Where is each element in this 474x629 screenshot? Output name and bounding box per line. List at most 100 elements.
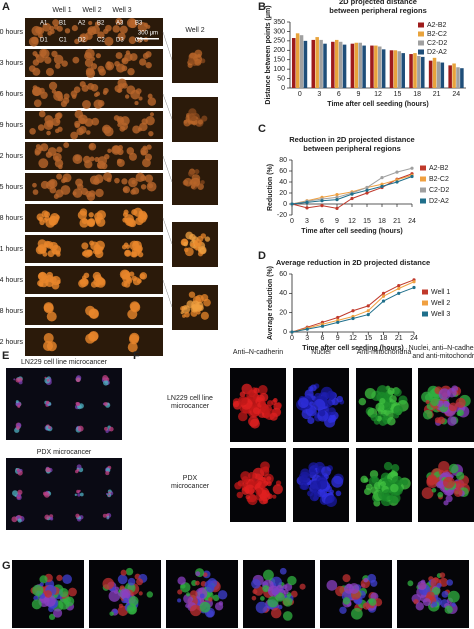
micrograph-cell (55, 63, 61, 69)
point (290, 330, 294, 334)
micrograph-cell (425, 399, 430, 405)
micrograph-cell (443, 500, 449, 506)
micrograph-cell (17, 405, 21, 408)
bar (331, 41, 335, 88)
micrograph (230, 448, 286, 522)
micrograph-cell (380, 481, 387, 487)
point (397, 284, 401, 288)
micrograph-cell (41, 275, 49, 284)
micrograph-cell (146, 181, 157, 192)
micrograph-cell (42, 22, 52, 32)
micrograph-cell (123, 209, 129, 215)
legend-label: A2-B2 (427, 22, 447, 29)
point (380, 176, 384, 180)
micrograph-cell (234, 481, 242, 490)
micrograph-cell (267, 400, 274, 407)
micrograph-cell (260, 596, 265, 601)
legend-swatch (420, 176, 426, 182)
micrograph-cell (104, 426, 108, 431)
micrograph-cell (188, 58, 195, 64)
micrograph-cell (46, 120, 54, 128)
micrograph-cell (79, 492, 84, 497)
micrograph-cell (373, 482, 382, 490)
y-axis-label: Average reduction (%) (267, 266, 274, 340)
legend-swatch (418, 40, 424, 46)
micrograph-cell (253, 387, 260, 394)
micrograph-cell (402, 479, 409, 486)
micrograph-cell (390, 483, 399, 493)
bar (295, 33, 300, 88)
micrograph-cell (260, 400, 266, 407)
micrograph-cell (88, 20, 93, 26)
micrograph-cell (439, 572, 446, 578)
micrograph-cell (123, 281, 131, 288)
micrograph-cell (298, 397, 309, 409)
micrograph (74, 489, 84, 497)
micrograph-cell (375, 402, 385, 412)
micrograph-cell (103, 126, 108, 131)
bar (378, 46, 382, 88)
micrograph (42, 490, 52, 498)
micrograph-cell (273, 398, 278, 403)
micrograph-cell (128, 596, 139, 606)
micrograph-cell (199, 601, 211, 613)
micrograph-cell (85, 67, 95, 76)
micrograph (102, 513, 112, 520)
micrograph-cell (72, 154, 83, 164)
micrograph-cell (437, 416, 446, 425)
bar (354, 42, 359, 88)
micrograph-cell (72, 56, 80, 64)
point (395, 180, 399, 184)
micrograph-cell (45, 467, 51, 473)
x-tick-label: 15 (394, 91, 402, 98)
y-tick-label: -20 (277, 212, 287, 219)
micrograph-cell (207, 578, 218, 588)
micrograph-cell (16, 468, 20, 472)
micrograph-cell (45, 67, 54, 76)
micrograph-cell (13, 378, 16, 381)
micrograph-cell (103, 87, 109, 94)
micrograph-cell (145, 61, 152, 69)
micrograph-cell (426, 591, 435, 600)
micrograph-cell (54, 128, 60, 134)
micrograph-cell (85, 130, 91, 135)
micrograph-cell (130, 251, 137, 258)
micrograph-cell (203, 298, 211, 307)
micrograph-cell (117, 87, 123, 93)
micrograph-cell (126, 85, 136, 95)
point (366, 309, 370, 313)
micrograph (12, 489, 23, 501)
micrograph-cell (114, 60, 120, 67)
point (335, 198, 339, 202)
micrograph-cell (188, 170, 195, 177)
micrograph-cell (53, 54, 64, 65)
micrograph-cell (74, 38, 80, 45)
micrograph (230, 368, 286, 442)
micrograph-cell (279, 567, 287, 575)
bar (291, 38, 296, 88)
micrograph (172, 285, 218, 330)
micrograph-cell (263, 569, 274, 581)
micrograph-cell (88, 212, 94, 218)
micrograph-cell (335, 490, 342, 497)
micrograph-cell (88, 331, 99, 342)
micrograph-cell (33, 99, 42, 108)
micrograph-cell (50, 179, 55, 185)
micrograph-cell (128, 36, 137, 44)
micrograph-cell (115, 52, 123, 60)
micrograph-cell (421, 487, 434, 499)
micrograph-cell (127, 67, 135, 76)
micrograph-cell (190, 114, 197, 122)
chart-title: Average reduction in 2D projected distan… (276, 258, 430, 267)
micrograph-cell (11, 516, 18, 523)
y-axis-label: Distance between points (μm) (265, 5, 272, 104)
point (410, 174, 414, 179)
micrograph-cell (355, 598, 362, 605)
x-tick-label: 15 (364, 335, 372, 342)
micrograph-cell (177, 576, 186, 585)
micrograph-cell (118, 83, 125, 90)
micrograph-cell (238, 395, 248, 406)
micrograph-cell (455, 397, 466, 408)
micrograph-cell (116, 158, 125, 167)
micrograph-cell (54, 155, 59, 161)
